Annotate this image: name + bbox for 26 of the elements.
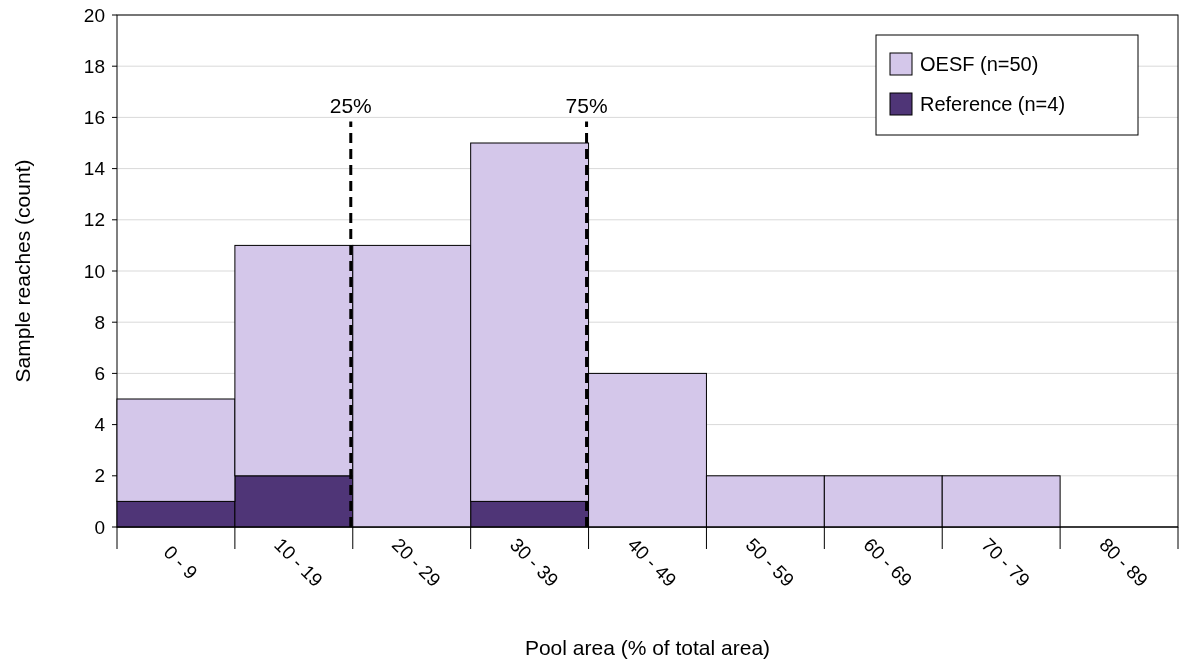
x-tick-label: 50 - 59 (741, 534, 799, 591)
y-tick-label: 0 (94, 516, 105, 538)
y-tick-label: 12 (83, 209, 105, 231)
y-tick-label: 2 (94, 465, 105, 487)
annotation: 25% (329, 94, 372, 118)
y-tick-label: 6 (94, 363, 105, 385)
y-tick-label: 18 (83, 55, 105, 77)
x-tick-label: 20 - 29 (387, 534, 445, 591)
x-tick-label: 70 - 79 (977, 534, 1035, 591)
x-tick-label: 40 - 49 (623, 534, 681, 591)
y-tick-label: 14 (83, 158, 106, 180)
y-tick-label: 16 (83, 107, 105, 129)
x-tick-label: 0 - 9 (159, 541, 202, 584)
x-tick-label: 30 - 39 (505, 534, 563, 591)
legend-label: Reference (n=4) (920, 93, 1066, 115)
legend-label: OESF (n=50) (920, 53, 1039, 75)
y-tick-label: 20 (83, 4, 105, 26)
x-tick-label: 80 - 89 (1095, 534, 1152, 591)
y-tick-label: 10 (83, 260, 105, 282)
annotation: 75% (565, 94, 608, 118)
x-axis-title: Pool area (% of total area) (524, 636, 771, 659)
y-tick-label: 8 (94, 311, 105, 333)
y-axis-title: Sample reaches (count) (11, 159, 34, 383)
y-tick-label: 4 (94, 414, 106, 436)
x-tick-label: 60 - 69 (859, 534, 917, 591)
x-tick-label: 10 - 19 (270, 534, 327, 591)
